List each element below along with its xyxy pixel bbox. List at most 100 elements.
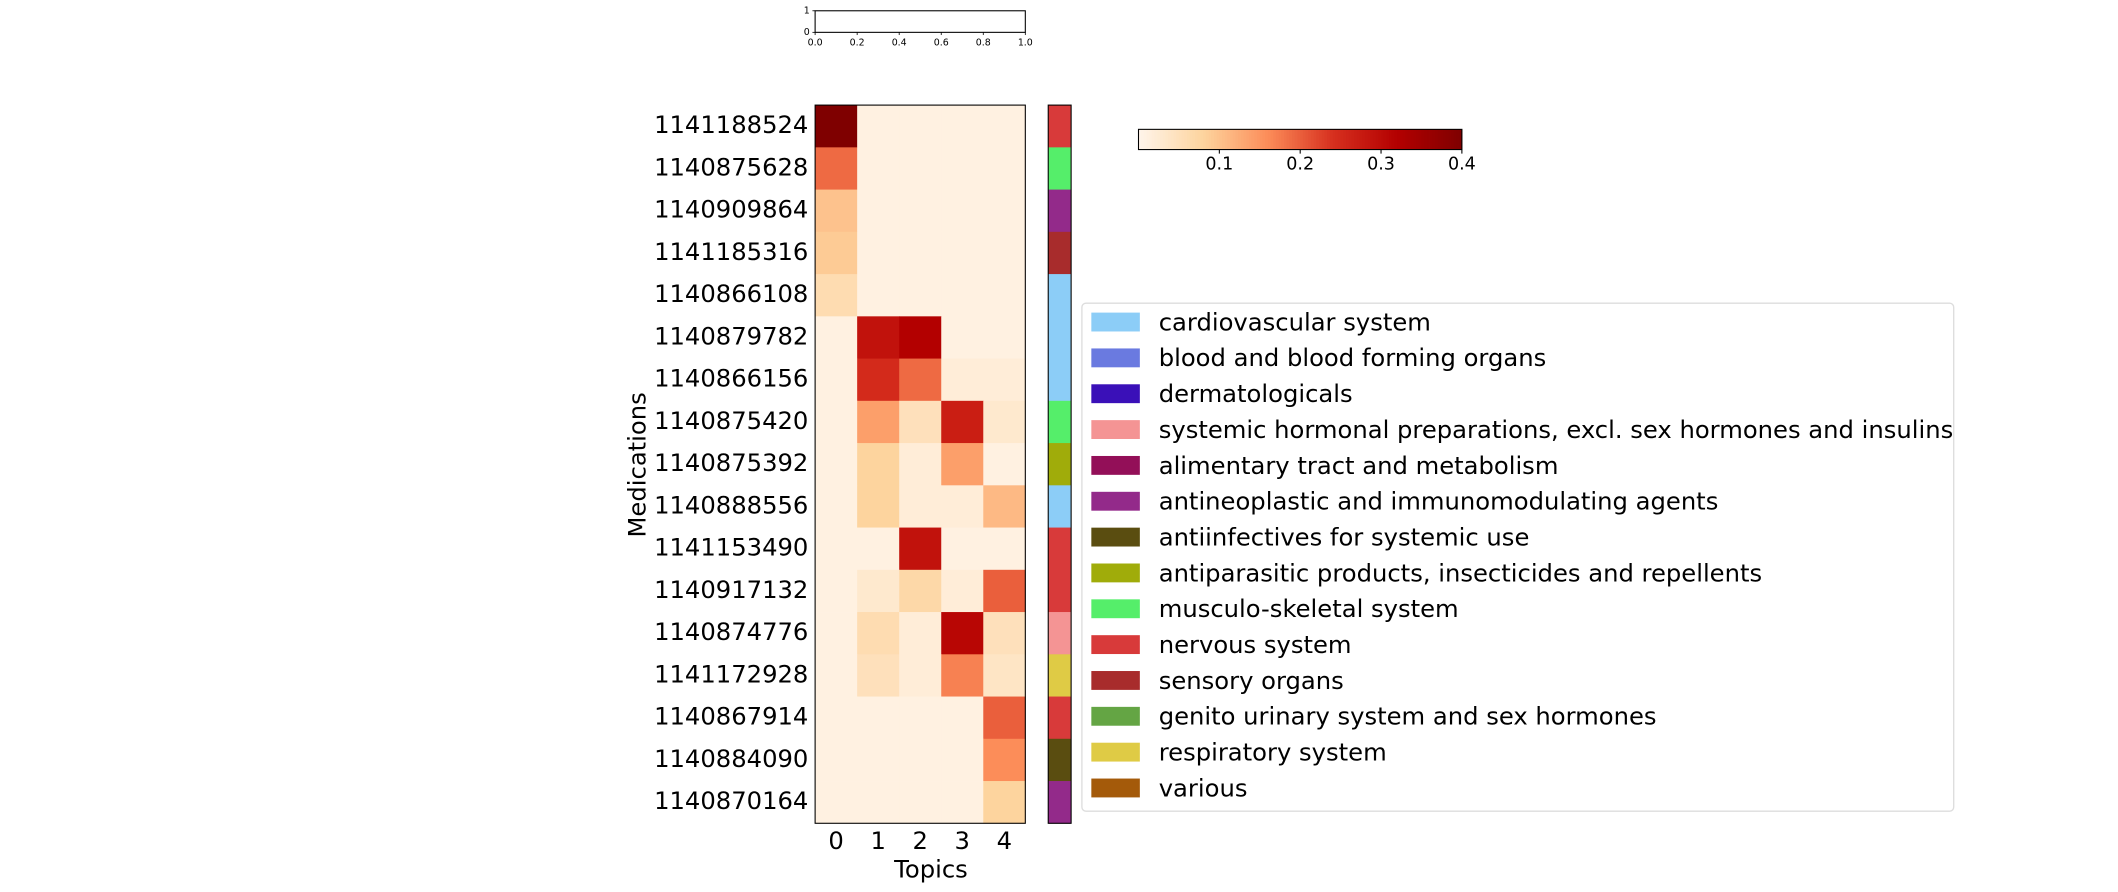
row-group-strip — [1048, 527, 1072, 571]
heatmap-cell — [899, 443, 942, 486]
legend-label: alimentary tract and metabolism — [1159, 451, 1559, 480]
heatmap-cell — [983, 400, 1026, 444]
heatmap-cell — [941, 443, 984, 486]
legend-label: musculo-skeletal system — [1159, 594, 1459, 623]
heatmap-cell — [941, 231, 984, 275]
colorbar-segment — [1391, 129, 1395, 150]
colorbar-segment — [1151, 129, 1156, 150]
colorbar-segment — [1354, 129, 1358, 150]
legend-swatch — [1091, 706, 1140, 726]
legend-swatch — [1091, 599, 1140, 619]
heatmap-cell — [815, 231, 858, 275]
colorbar-segment — [1359, 129, 1363, 150]
colorbar-segment — [1402, 129, 1406, 150]
heatmap-cell — [815, 147, 858, 190]
colorbar-segment — [1300, 129, 1304, 150]
row-group-strip — [1048, 738, 1072, 782]
legend-swatch — [1091, 778, 1140, 798]
heatmap-cell — [815, 358, 858, 402]
colorbar-segment — [1178, 129, 1183, 150]
row-group-strip — [1048, 612, 1072, 655]
colorbar-segment — [1187, 129, 1191, 150]
colorbar-segment — [1294, 129, 1298, 150]
colorbar-segment — [1203, 129, 1207, 150]
heatmap-cell — [857, 358, 900, 402]
inset-frame — [814, 10, 1026, 33]
colorbar-segment — [1149, 129, 1153, 150]
colorbar-segment — [1197, 129, 1201, 150]
inset-x-tick-label: 0.6 — [934, 38, 949, 49]
colorbar-segment — [1200, 129, 1204, 150]
colorbar-segment — [1321, 129, 1325, 150]
colorbar-segment — [1459, 129, 1463, 150]
legend-label: antiparasitic products, insecticides and… — [1159, 558, 1762, 587]
row-group-strip — [1048, 274, 1072, 317]
heatmap-cell — [815, 696, 858, 740]
colorbar-segment — [1160, 129, 1164, 150]
colorbar-segment — [1222, 129, 1226, 150]
heatmap-cell — [899, 569, 942, 613]
colorbar-segment — [1141, 129, 1145, 150]
colorbar-segment — [1407, 129, 1412, 150]
colorbar-segment — [1289, 129, 1293, 150]
heatmap-cell — [983, 189, 1026, 233]
y-tick-label: 1140875628 — [654, 152, 808, 181]
y-tick-label: 1140888556 — [654, 490, 808, 519]
colorbar-segment — [1181, 129, 1185, 150]
legend-label: antineoplastic and immunomodulating agen… — [1159, 487, 1719, 516]
y-tick-label: 1140879782 — [654, 321, 808, 350]
heatmap-cell — [899, 696, 942, 740]
heatmap-cell — [857, 443, 900, 486]
colorbar-segment — [1154, 129, 1158, 150]
colorbar-segment — [1319, 129, 1323, 150]
x-tick-label: 2 — [912, 826, 927, 855]
colorbar-segment — [1248, 129, 1253, 150]
heatmap-cell — [815, 485, 858, 528]
inset-y-tick-label: 0 — [804, 27, 810, 38]
heatmap-cell — [983, 654, 1026, 697]
heatmap-cell — [899, 358, 942, 402]
heatmap-cell — [983, 485, 1026, 528]
legend-swatch — [1091, 491, 1140, 511]
heatmap-cell — [815, 527, 858, 571]
heatmap-cell — [815, 274, 858, 317]
heatmap-cell — [983, 105, 1026, 148]
colorbar-segment — [1205, 129, 1209, 150]
heatmap-cell — [941, 654, 984, 697]
row-group-strip — [1048, 400, 1072, 444]
colorbar-segment — [1372, 129, 1377, 150]
colorbar-segment — [1305, 129, 1309, 150]
colorbar-segment — [1375, 129, 1379, 150]
colorbar-segment — [1143, 129, 1147, 150]
legend-label: sensory organs — [1159, 666, 1344, 695]
colorbar-segment — [1278, 129, 1282, 150]
row-group-strip — [1048, 147, 1072, 190]
colorbar-segment — [1340, 129, 1344, 150]
colorbar-segment — [1394, 129, 1398, 150]
colorbar-segment — [1238, 129, 1242, 150]
y-tick-label: 1140874776 — [654, 617, 808, 646]
colorbar-segment — [1421, 129, 1425, 150]
heatmap-cell — [941, 485, 984, 528]
heatmap-cell — [857, 147, 900, 190]
colorbar-segment — [1168, 129, 1172, 150]
colorbar-segment — [1230, 129, 1234, 150]
heatmap-cell — [941, 189, 984, 233]
colorbar-segment — [1251, 129, 1255, 150]
heatmap-cell — [983, 358, 1026, 402]
colorbar-segment — [1410, 129, 1414, 150]
colorbar-segment — [1370, 129, 1374, 150]
colorbar-segment — [1173, 129, 1177, 150]
colorbar-segment — [1270, 129, 1274, 150]
colorbar-segment — [1456, 129, 1460, 150]
legend-box — [1081, 302, 1955, 812]
colorbar-segment — [1243, 129, 1247, 150]
y-tick-label: 1141185316 — [654, 237, 808, 266]
heatmap-cell — [983, 147, 1026, 190]
legend-label: nervous system — [1159, 630, 1352, 659]
colorbar-segment — [1397, 129, 1401, 150]
heatmap-cell — [983, 612, 1026, 655]
colorbar-segment — [1189, 129, 1193, 150]
colorbar-segment — [1437, 129, 1441, 150]
